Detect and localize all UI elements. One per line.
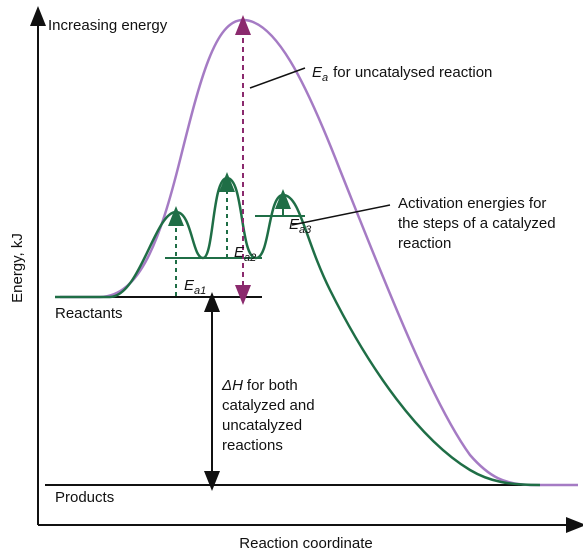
ea-sub: a bbox=[322, 72, 328, 84]
delta-h-line: catalyzed and bbox=[222, 397, 315, 414]
ea1-symbol: E bbox=[184, 277, 195, 294]
ea3-sub: a3 bbox=[299, 224, 312, 236]
ea3-symbol: E bbox=[289, 216, 300, 233]
ea2-label: Ea2 bbox=[234, 244, 256, 264]
ea2-symbol: E bbox=[234, 244, 245, 261]
products-label: Products bbox=[55, 489, 114, 506]
ea-text: for uncatalysed reaction bbox=[333, 64, 492, 81]
ea-symbol: E bbox=[312, 64, 323, 81]
delta-h-line: ΔH for both bbox=[221, 377, 298, 394]
x-label: Reaction coordinate bbox=[239, 535, 372, 552]
ea-label: Ea for uncatalysed reaction bbox=[312, 64, 492, 84]
pointer bbox=[291, 204, 391, 226]
steps-line: the steps of a catalyzed bbox=[398, 215, 556, 232]
steps-line: reaction bbox=[398, 235, 451, 252]
y-label: Energy, kJ bbox=[9, 233, 26, 303]
ea2-sub: a2 bbox=[244, 252, 256, 264]
ea3-label: Ea3 bbox=[289, 216, 312, 236]
delta-h-line: uncatalyzed bbox=[222, 417, 302, 434]
y-top-label: Increasing energy bbox=[48, 17, 168, 34]
pointer bbox=[249, 67, 306, 89]
delta-h-symbol: ΔH bbox=[221, 377, 243, 394]
delta-h-text: for both bbox=[247, 377, 298, 394]
delta-h-line: reactions bbox=[222, 437, 283, 454]
ea1-label: Ea1 bbox=[184, 277, 206, 297]
reactants-label: Reactants bbox=[55, 305, 123, 322]
steps-line: Activation energies for bbox=[398, 195, 546, 212]
ea1-sub: a1 bbox=[194, 285, 206, 297]
uncatalysed-curve bbox=[60, 18, 578, 487]
